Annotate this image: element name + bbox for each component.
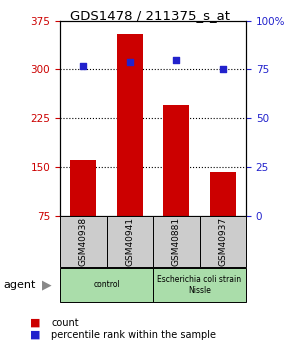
Text: agent: agent [3, 280, 35, 290]
Text: ▶: ▶ [42, 278, 51, 292]
Text: GSM40881: GSM40881 [172, 217, 181, 266]
Point [220, 67, 225, 72]
Point [128, 59, 132, 65]
Text: Escherichia coli strain
Nissle: Escherichia coli strain Nissle [158, 275, 242, 295]
Bar [164, 105, 189, 216]
FancyBboxPatch shape [60, 216, 106, 267]
Text: GSM40941: GSM40941 [125, 217, 134, 266]
FancyBboxPatch shape [106, 216, 153, 267]
Text: ■: ■ [30, 318, 40, 327]
Point [174, 57, 179, 62]
FancyBboxPatch shape [60, 268, 153, 302]
Bar [70, 160, 96, 216]
Text: ■: ■ [30, 330, 40, 339]
Bar [210, 172, 236, 216]
Text: count: count [51, 318, 79, 327]
Text: GSM40937: GSM40937 [218, 217, 227, 266]
Bar [117, 34, 142, 216]
Text: GDS1478 / 211375_s_at: GDS1478 / 211375_s_at [70, 9, 230, 22]
FancyBboxPatch shape [200, 216, 246, 267]
Text: control: control [93, 280, 120, 289]
FancyBboxPatch shape [153, 216, 200, 267]
Point [81, 63, 86, 68]
Text: percentile rank within the sample: percentile rank within the sample [51, 330, 216, 339]
Text: GSM40938: GSM40938 [79, 217, 88, 266]
FancyBboxPatch shape [153, 268, 246, 302]
